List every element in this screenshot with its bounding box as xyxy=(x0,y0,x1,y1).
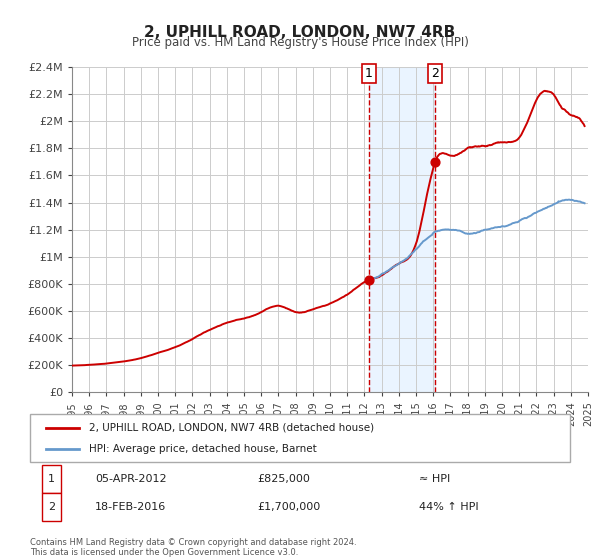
Text: Contains HM Land Registry data © Crown copyright and database right 2024.
This d: Contains HM Land Registry data © Crown c… xyxy=(30,538,356,557)
Text: 2, UPHILL ROAD, LONDON, NW7 4RB: 2, UPHILL ROAD, LONDON, NW7 4RB xyxy=(145,25,455,40)
FancyBboxPatch shape xyxy=(42,493,61,521)
Text: £1,700,000: £1,700,000 xyxy=(257,502,320,512)
Text: 2: 2 xyxy=(431,67,439,80)
Text: 18-FEB-2016: 18-FEB-2016 xyxy=(95,502,166,512)
Text: ≈ HPI: ≈ HPI xyxy=(419,474,450,484)
Text: 2: 2 xyxy=(48,502,55,512)
FancyBboxPatch shape xyxy=(42,465,61,493)
Text: 2, UPHILL ROAD, LONDON, NW7 4RB (detached house): 2, UPHILL ROAD, LONDON, NW7 4RB (detache… xyxy=(89,423,374,433)
Text: 1: 1 xyxy=(365,67,373,80)
FancyBboxPatch shape xyxy=(30,414,570,462)
Text: 05-APR-2012: 05-APR-2012 xyxy=(95,474,166,484)
Text: 1: 1 xyxy=(48,474,55,484)
Point xyxy=(431,157,440,166)
Text: HPI: Average price, detached house, Barnet: HPI: Average price, detached house, Barn… xyxy=(89,444,317,454)
Point xyxy=(364,276,374,285)
Text: £825,000: £825,000 xyxy=(257,474,310,484)
Text: Price paid vs. HM Land Registry's House Price Index (HPI): Price paid vs. HM Land Registry's House … xyxy=(131,36,469,49)
Text: 44% ↑ HPI: 44% ↑ HPI xyxy=(419,502,478,512)
Bar xyxy=(369,67,436,392)
